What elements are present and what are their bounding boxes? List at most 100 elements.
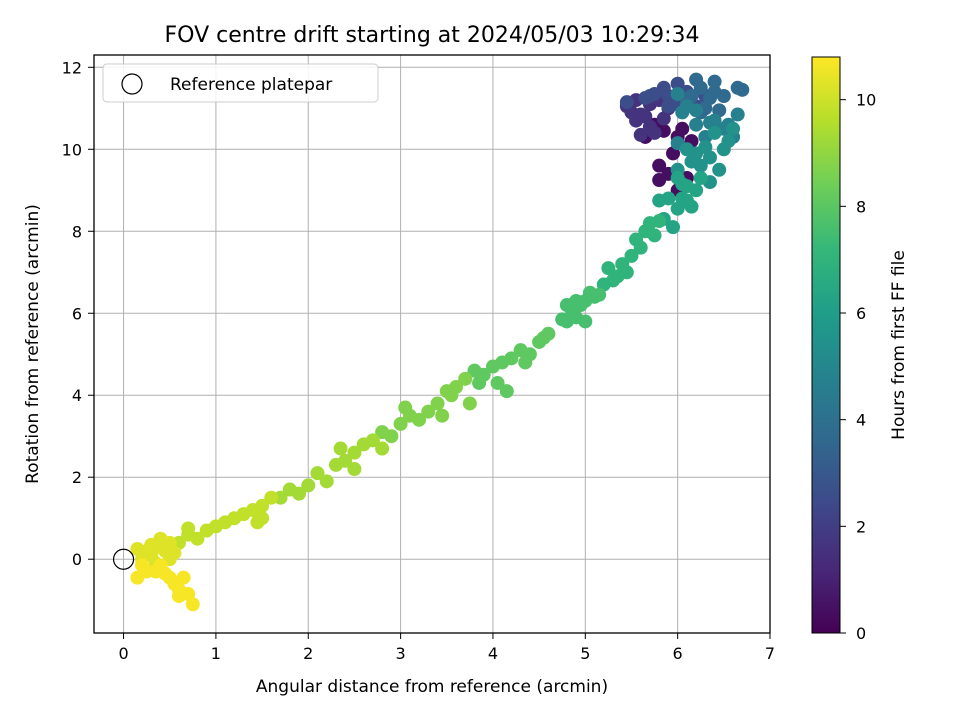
data-point: [689, 183, 704, 198]
colorbar: 0 2 4 6 8 10 Hours from first FF file: [811, 56, 909, 643]
data-point: [185, 597, 200, 612]
reference-platepar-marker: [112, 548, 135, 570]
data-point: [670, 86, 685, 101]
data-point: [652, 193, 667, 208]
data-point: [301, 478, 316, 493]
data-point: [153, 558, 168, 573]
data-point: [536, 330, 551, 345]
y-tick-label: 4: [72, 386, 82, 405]
colorbar-gradient: [811, 56, 841, 634]
data-point: [458, 371, 473, 386]
data-point: [707, 125, 722, 140]
data-point: [356, 437, 371, 452]
data-point: [430, 396, 445, 411]
data-point: [171, 589, 186, 604]
data-point: [333, 441, 348, 456]
data-point: [555, 312, 570, 327]
grid-lines: [94, 55, 771, 633]
colorbar-tick-label: 6: [856, 304, 866, 323]
data-point: [130, 570, 145, 585]
data-point: [670, 76, 685, 91]
data-point: [444, 388, 459, 403]
colorbar-label: Hours from first FF file: [889, 250, 909, 440]
data-point: [518, 355, 533, 370]
legend-label-reference: Reference platepar: [170, 75, 332, 95]
y-tick-label: 6: [72, 304, 82, 323]
legend-marker-reference: [121, 73, 143, 95]
data-point: [199, 523, 214, 538]
colorbar-tick-label: 2: [856, 517, 866, 536]
data-point: [559, 298, 574, 313]
data-point: [181, 521, 196, 536]
data-point: [693, 170, 708, 185]
data-point: [485, 359, 500, 374]
data-point: [610, 269, 625, 284]
data-point: [679, 142, 694, 157]
data-point: [726, 121, 741, 136]
data-point: [652, 214, 667, 229]
legend-box: [102, 63, 379, 103]
colorbar-tick-label: 0: [856, 624, 866, 643]
data-point: [647, 228, 662, 243]
scatter-points: [130, 72, 750, 612]
data-point: [310, 466, 325, 481]
x-tick-label: 1: [211, 644, 221, 663]
data-point: [144, 537, 159, 552]
data-point: [619, 95, 634, 110]
y-axis-label: Rotation from reference (arcmin): [23, 204, 43, 484]
data-point: [675, 177, 690, 192]
data-point: [398, 400, 413, 415]
x-tick-label: 5: [580, 644, 590, 663]
data-point: [578, 314, 593, 329]
data-point: [666, 220, 681, 235]
data-point: [652, 158, 667, 173]
data-point: [347, 445, 362, 460]
data-point: [601, 261, 616, 276]
data-point: [693, 80, 708, 95]
data-point: [689, 103, 704, 118]
data-point: [633, 127, 648, 142]
data-point: [707, 74, 722, 89]
data-point: [582, 285, 597, 300]
data-point: [282, 482, 297, 497]
data-point: [472, 375, 487, 390]
data-point: [375, 441, 390, 456]
data-point: [250, 515, 265, 530]
data-point: [393, 416, 408, 431]
data-point: [716, 88, 731, 103]
x-tick-label: 0: [118, 644, 128, 663]
data-point: [130, 541, 145, 556]
plot-frame: [93, 54, 771, 634]
data-point: [490, 375, 505, 390]
data-point: [573, 298, 588, 313]
y-tick-label: 8: [72, 222, 82, 241]
legend: Reference platepar: [102, 63, 379, 103]
y-axis-ticks: 0 2 4 6 8 10 12: [62, 58, 94, 569]
data-point: [642, 119, 657, 134]
data-point: [264, 490, 279, 505]
data-point: [679, 193, 694, 208]
data-point: [730, 107, 745, 122]
data-point: [167, 546, 182, 561]
data-point: [730, 80, 745, 95]
data-point: [319, 474, 334, 489]
y-tick-label: 0: [72, 550, 82, 569]
x-axis-ticks: 0 1 2 3 4 5 6 7: [118, 633, 775, 663]
data-point: [661, 99, 676, 114]
data-point: [638, 91, 653, 106]
x-tick-label: 4: [488, 644, 498, 663]
data-point: [435, 408, 450, 423]
colorbar-tick-label: 10: [856, 91, 876, 110]
data-point: [689, 117, 704, 132]
data-point: [633, 240, 648, 255]
data-point: [624, 248, 639, 263]
data-point: [328, 457, 343, 472]
data-point: [513, 343, 528, 358]
colorbar-tick-label: 8: [856, 197, 866, 216]
data-point: [675, 121, 690, 136]
data-point: [712, 162, 727, 177]
x-tick-label: 3: [396, 644, 406, 663]
y-tick-label: 12: [62, 58, 82, 77]
data-point: [467, 363, 482, 378]
